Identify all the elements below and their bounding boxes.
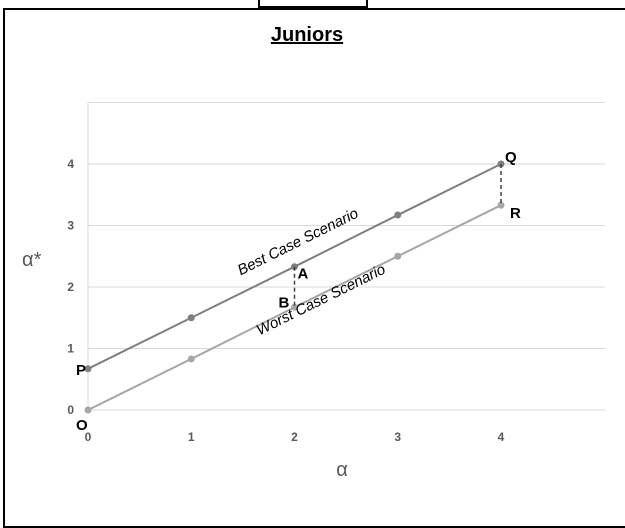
series-label-worst: Worst Case Scenario (254, 261, 389, 339)
x-tick-label: 3 (394, 430, 401, 444)
grid-layer (87, 102, 605, 411)
y-tick-label: 2 (67, 280, 74, 294)
data-point (84, 365, 92, 373)
data-point (84, 406, 92, 414)
point-label-o: O (76, 417, 88, 434)
y-tick-label: 0 (67, 403, 74, 417)
x-tick-label: 0 (85, 430, 92, 444)
data-point (394, 252, 402, 260)
y-tick-label: 3 (67, 219, 74, 233)
data-point (497, 201, 505, 209)
point-label-q: Q (505, 149, 517, 166)
x-tick-label: 2 (291, 430, 298, 444)
point-label-r: R (510, 205, 521, 222)
chart-frame (3, 8, 625, 528)
data-point (394, 211, 402, 219)
y-tick-label: 1 (67, 342, 74, 356)
x-tick-label: 4 (498, 430, 505, 444)
data-point (187, 355, 195, 363)
point-label-b: B (279, 294, 290, 311)
y-axis-title: α* (22, 249, 42, 271)
point-label-a: A (298, 266, 309, 283)
x-tick-label: 1 (188, 430, 195, 444)
data-point (187, 314, 195, 322)
x-axis-title: α (336, 459, 348, 481)
tick-labels: 0 1 2 3 4 0 1 2 3 4 (67, 157, 504, 444)
frame-tab (258, 0, 368, 8)
data-point (291, 303, 298, 311)
point-label-p: P (76, 362, 86, 379)
chart-title: Juniors (271, 24, 343, 46)
y-tick-label: 4 (67, 157, 74, 171)
